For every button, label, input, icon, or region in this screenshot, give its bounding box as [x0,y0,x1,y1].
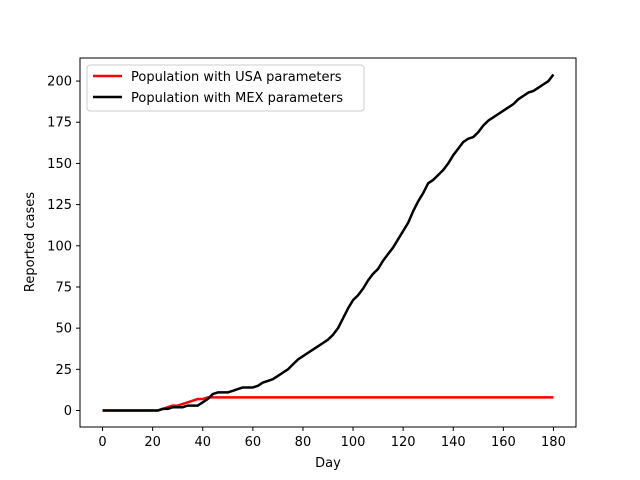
x-tick-label: 40 [194,435,211,450]
y-tick-label: 200 [47,75,72,90]
x-tick-label: 120 [391,435,416,450]
plot-lines [102,73,555,412]
y-tick-label: 150 [47,157,72,172]
y-tick-label: 100 [47,239,72,254]
legend-box [86,64,365,112]
x-tick-label: 160 [491,435,516,450]
series-line-1 [102,73,555,412]
y-tick-label: 125 [47,198,72,213]
y-tick-label: 175 [47,116,72,131]
y-tick-label: 0 [64,404,72,419]
y-tick-label: 75 [55,280,72,295]
x-tick-label: 20 [144,435,161,450]
x-tick-label: 140 [441,435,466,450]
y-tick-label: 50 [55,322,72,337]
x-tick-label: 0 [98,435,106,450]
x-tick-label: 100 [341,435,366,450]
x-axis: 0 20 40 60 80 100 120 140 160 180 [98,427,566,450]
y-tick-label: 25 [55,363,72,378]
y-axis-label: Reported cases [23,192,38,292]
x-axis-label: Day [315,456,341,471]
y-axis: 0 25 50 75 100 125 150 175 200 [47,75,80,419]
x-tick-label: 80 [295,435,312,450]
legend-label-usa: Population with USA parameters [131,70,342,85]
legend: Population with USA parameters Populatio… [86,64,365,112]
legend-label-mex: Population with MEX parameters [131,91,343,106]
x-tick-label: 180 [541,435,566,450]
x-tick-label: 60 [245,435,262,450]
plot-frame [79,57,577,428]
